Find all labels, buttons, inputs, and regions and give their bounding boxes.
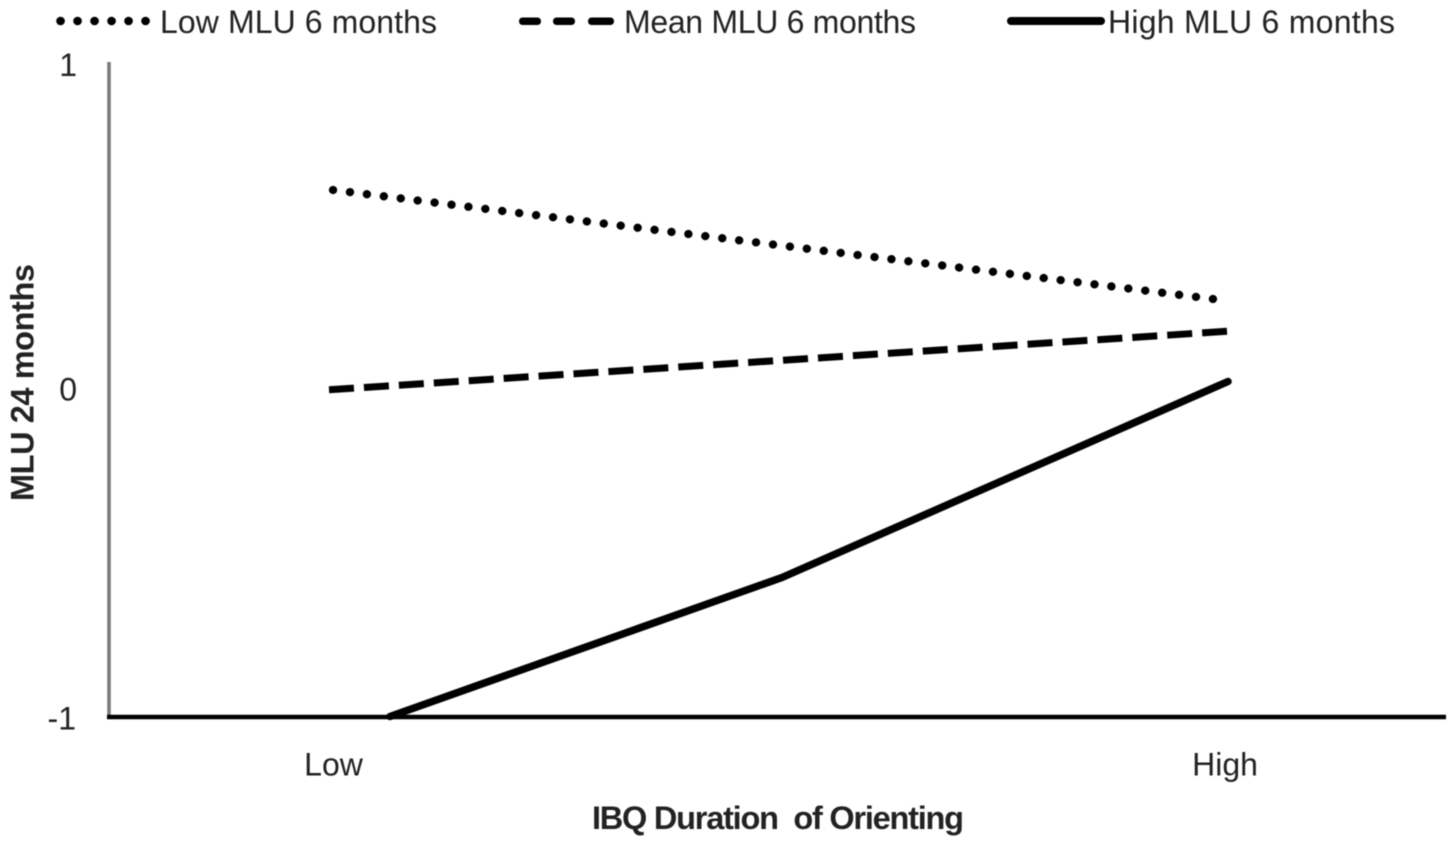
svg-text:High: High [1192,747,1258,783]
svg-text:1: 1 [59,47,77,83]
svg-text:MLU 24 months: MLU 24 months [5,264,41,501]
svg-text:IBQ Duration of Orienting: IBQ Duration of Orienting [592,800,964,836]
svg-text:0: 0 [59,372,77,408]
svg-text:Mean MLU 6 months: Mean MLU 6 months [624,4,916,40]
svg-text:-1: -1 [48,701,76,737]
svg-text:Low MLU 6 months: Low MLU 6 months [160,4,437,40]
svg-text:High MLU 6 months: High MLU 6 months [1108,4,1395,40]
svg-text:Low: Low [304,747,364,783]
